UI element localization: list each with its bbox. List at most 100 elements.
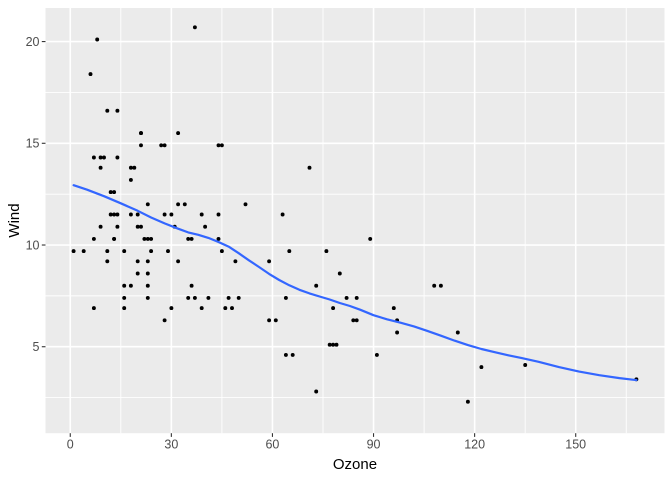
data-point	[145, 202, 150, 207]
data-point	[186, 295, 191, 300]
data-point	[199, 306, 204, 311]
data-point	[139, 143, 143, 148]
data-point	[91, 155, 96, 160]
data-point	[280, 212, 285, 217]
data-point	[112, 212, 117, 217]
data-point	[479, 365, 484, 370]
y-tick-label: 10	[26, 238, 40, 252]
data-point	[149, 236, 154, 241]
data-point	[219, 249, 224, 254]
smooth-line-path	[72, 184, 638, 382]
data-point	[327, 342, 332, 347]
data-point	[192, 25, 197, 30]
data-point	[95, 37, 100, 42]
data-point	[108, 212, 113, 217]
data-point	[223, 306, 228, 311]
data-point	[132, 165, 137, 170]
data-point	[283, 295, 288, 300]
data-point	[88, 72, 93, 77]
data-point	[307, 165, 312, 170]
data-point	[98, 224, 103, 229]
data-point	[395, 330, 400, 335]
data-point	[203, 224, 208, 229]
x-tick-label: 150	[565, 438, 586, 452]
data-point	[465, 399, 470, 404]
data-point	[354, 318, 359, 323]
panel-background	[45, 8, 665, 434]
data-point	[314, 389, 319, 394]
data-point	[122, 306, 127, 311]
data-point	[122, 295, 127, 300]
data-point	[135, 271, 140, 276]
data-point	[145, 283, 150, 288]
data-point	[139, 224, 143, 229]
data-point	[105, 108, 110, 113]
data-point	[331, 306, 336, 311]
data-point	[169, 306, 174, 311]
scatter-points	[71, 25, 639, 404]
data-point	[128, 283, 133, 288]
y-tick-label: 20	[26, 35, 40, 49]
data-point	[186, 236, 191, 241]
data-point	[290, 352, 295, 357]
data-point	[145, 259, 150, 264]
data-point	[139, 131, 143, 136]
data-point	[149, 249, 154, 254]
data-point	[331, 342, 336, 347]
data-point	[98, 155, 103, 160]
data-point	[102, 155, 106, 160]
data-point	[166, 249, 170, 254]
plot-panel	[45, 8, 665, 434]
data-point	[216, 143, 221, 148]
data-point	[115, 212, 120, 217]
data-point	[112, 190, 117, 195]
data-point	[176, 259, 181, 264]
data-point	[236, 295, 241, 300]
data-point	[105, 249, 110, 254]
data-point	[112, 236, 117, 241]
data-point	[115, 224, 120, 229]
data-point	[162, 318, 167, 323]
data-point	[128, 177, 133, 182]
grid-major-lines	[45, 8, 665, 434]
data-point	[273, 318, 278, 323]
x-tick-label: 120	[464, 438, 485, 452]
data-point	[267, 259, 272, 264]
data-point	[145, 271, 150, 276]
y-tick-label: 5	[33, 340, 40, 354]
data-point	[108, 190, 113, 195]
data-point	[455, 330, 460, 335]
data-point	[391, 306, 396, 311]
data-point	[324, 249, 329, 254]
data-point	[337, 271, 342, 276]
data-point	[374, 352, 379, 357]
data-point	[226, 295, 231, 300]
data-point	[128, 212, 133, 217]
data-point	[105, 259, 110, 264]
y-tick-label: 15	[26, 137, 40, 151]
data-point	[142, 236, 147, 241]
data-point	[216, 236, 221, 241]
data-point	[135, 259, 140, 264]
grid-minor-lines	[45, 8, 665, 434]
data-point	[162, 212, 167, 217]
data-point	[98, 165, 103, 170]
x-tick-label: 0	[67, 438, 74, 452]
data-point	[230, 306, 234, 311]
axis-ticks	[41, 41, 577, 437]
data-point	[159, 143, 164, 148]
data-point	[135, 224, 140, 229]
x-tick-label: 90	[367, 438, 381, 452]
data-point	[122, 283, 127, 288]
axis-tick-labels: 0 30 60 90 120 150 5 10 15 20	[26, 35, 587, 452]
data-point	[176, 131, 181, 136]
data-point	[368, 236, 373, 241]
data-point	[287, 249, 292, 254]
data-point	[216, 212, 221, 217]
x-tick-label: 60	[265, 438, 279, 452]
data-point	[354, 295, 359, 300]
data-point	[189, 283, 194, 288]
data-point	[145, 236, 150, 241]
